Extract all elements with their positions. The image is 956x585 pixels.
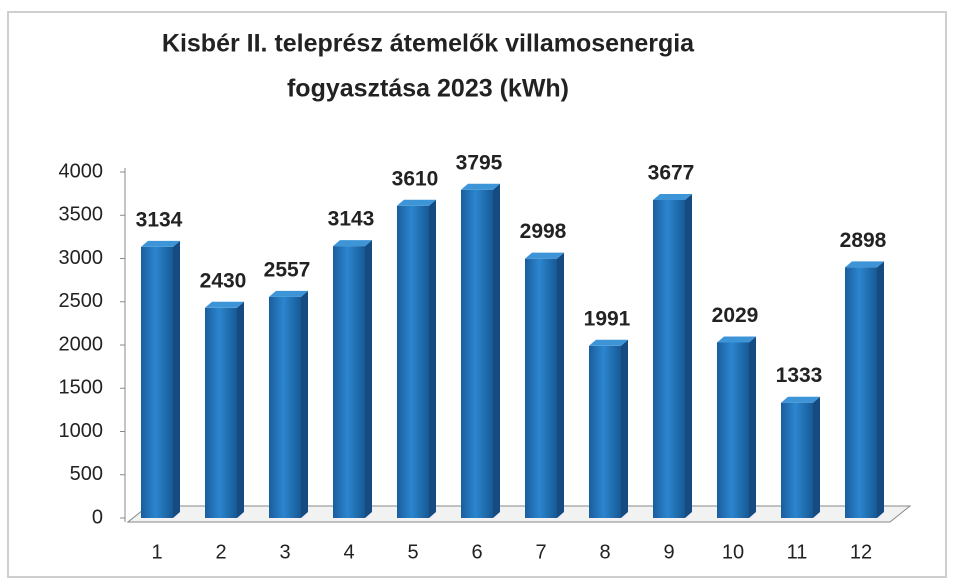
value-label: 1991: [584, 307, 631, 330]
bar-top: [717, 336, 756, 343]
bar-side: [685, 193, 692, 518]
x-tick-label: 2: [215, 541, 226, 563]
x-tick-label: 7: [535, 541, 546, 563]
bar: [717, 342, 749, 518]
bar: [269, 296, 301, 518]
bar-side: [365, 240, 372, 518]
value-label: 3134: [136, 208, 183, 231]
y-tick-label: 4000: [59, 160, 104, 182]
x-tick-label: 8: [599, 541, 610, 563]
bar-side: [493, 183, 500, 519]
bar-side: [237, 301, 244, 518]
bar: [461, 189, 493, 519]
bar-top: [333, 240, 372, 247]
value-label: 2898: [840, 229, 887, 252]
bar-top: [589, 339, 628, 346]
value-label: 1333: [776, 364, 823, 387]
bar-top: [269, 290, 308, 297]
value-label: 3795: [456, 151, 503, 174]
bar-side: [877, 261, 884, 518]
chart-title: Kisbér II. teleprész átemelők villamosen…: [162, 30, 695, 58]
y-tick-label: 0: [92, 506, 103, 528]
bar-side: [749, 336, 756, 518]
bar: [845, 267, 877, 518]
bar: [525, 258, 557, 518]
bar: [653, 199, 685, 518]
bar-side: [621, 339, 628, 518]
x-tick-label: 3: [279, 541, 290, 563]
y-tick-label: 500: [70, 463, 103, 485]
bar: [781, 402, 813, 518]
y-tick-label: 3000: [59, 247, 104, 269]
y-tick-label: 1500: [59, 377, 104, 399]
x-tick-label: 5: [407, 541, 418, 563]
chart-title: fogyasztása 2023 (kWh): [287, 75, 569, 103]
bar-top: [525, 252, 564, 259]
bar-top: [397, 199, 436, 206]
x-tick-label: 4: [343, 541, 354, 563]
x-tick-label: 1: [151, 541, 162, 563]
bar: [205, 307, 237, 518]
bar-side: [301, 290, 308, 518]
value-label: 2029: [712, 304, 759, 327]
bar: [333, 246, 365, 518]
bar-side: [557, 252, 564, 518]
value-label: 3677: [648, 161, 695, 184]
value-label: 2557: [264, 258, 311, 281]
x-tick-label: 6: [471, 541, 482, 563]
bar-side: [813, 396, 820, 518]
bar-top: [653, 193, 692, 200]
bar-side: [429, 199, 436, 519]
value-label: 3143: [328, 208, 375, 231]
bar-top: [781, 396, 820, 403]
x-tick-label: 11: [787, 541, 808, 563]
y-tick-label: 1000: [59, 420, 104, 442]
y-tick-label: 2000: [59, 333, 104, 355]
chart-frame: [7, 11, 947, 578]
bar-top: [845, 261, 884, 268]
x-tick-label: 12: [850, 541, 872, 563]
bar-top: [205, 301, 244, 308]
bar: [397, 205, 429, 519]
bar: [141, 246, 173, 518]
value-label: 2430: [200, 269, 247, 292]
y-tick-label: 2500: [59, 290, 104, 312]
value-label: 3610: [392, 167, 439, 190]
y-tick-label: 3500: [59, 204, 104, 226]
bar-top: [461, 183, 500, 190]
bar-top: [141, 240, 180, 247]
value-label: 2998: [520, 220, 567, 243]
x-tick-label: 9: [663, 541, 674, 563]
bar-side: [173, 240, 180, 518]
bar: [589, 345, 621, 518]
x-tick-label: 10: [722, 541, 744, 563]
